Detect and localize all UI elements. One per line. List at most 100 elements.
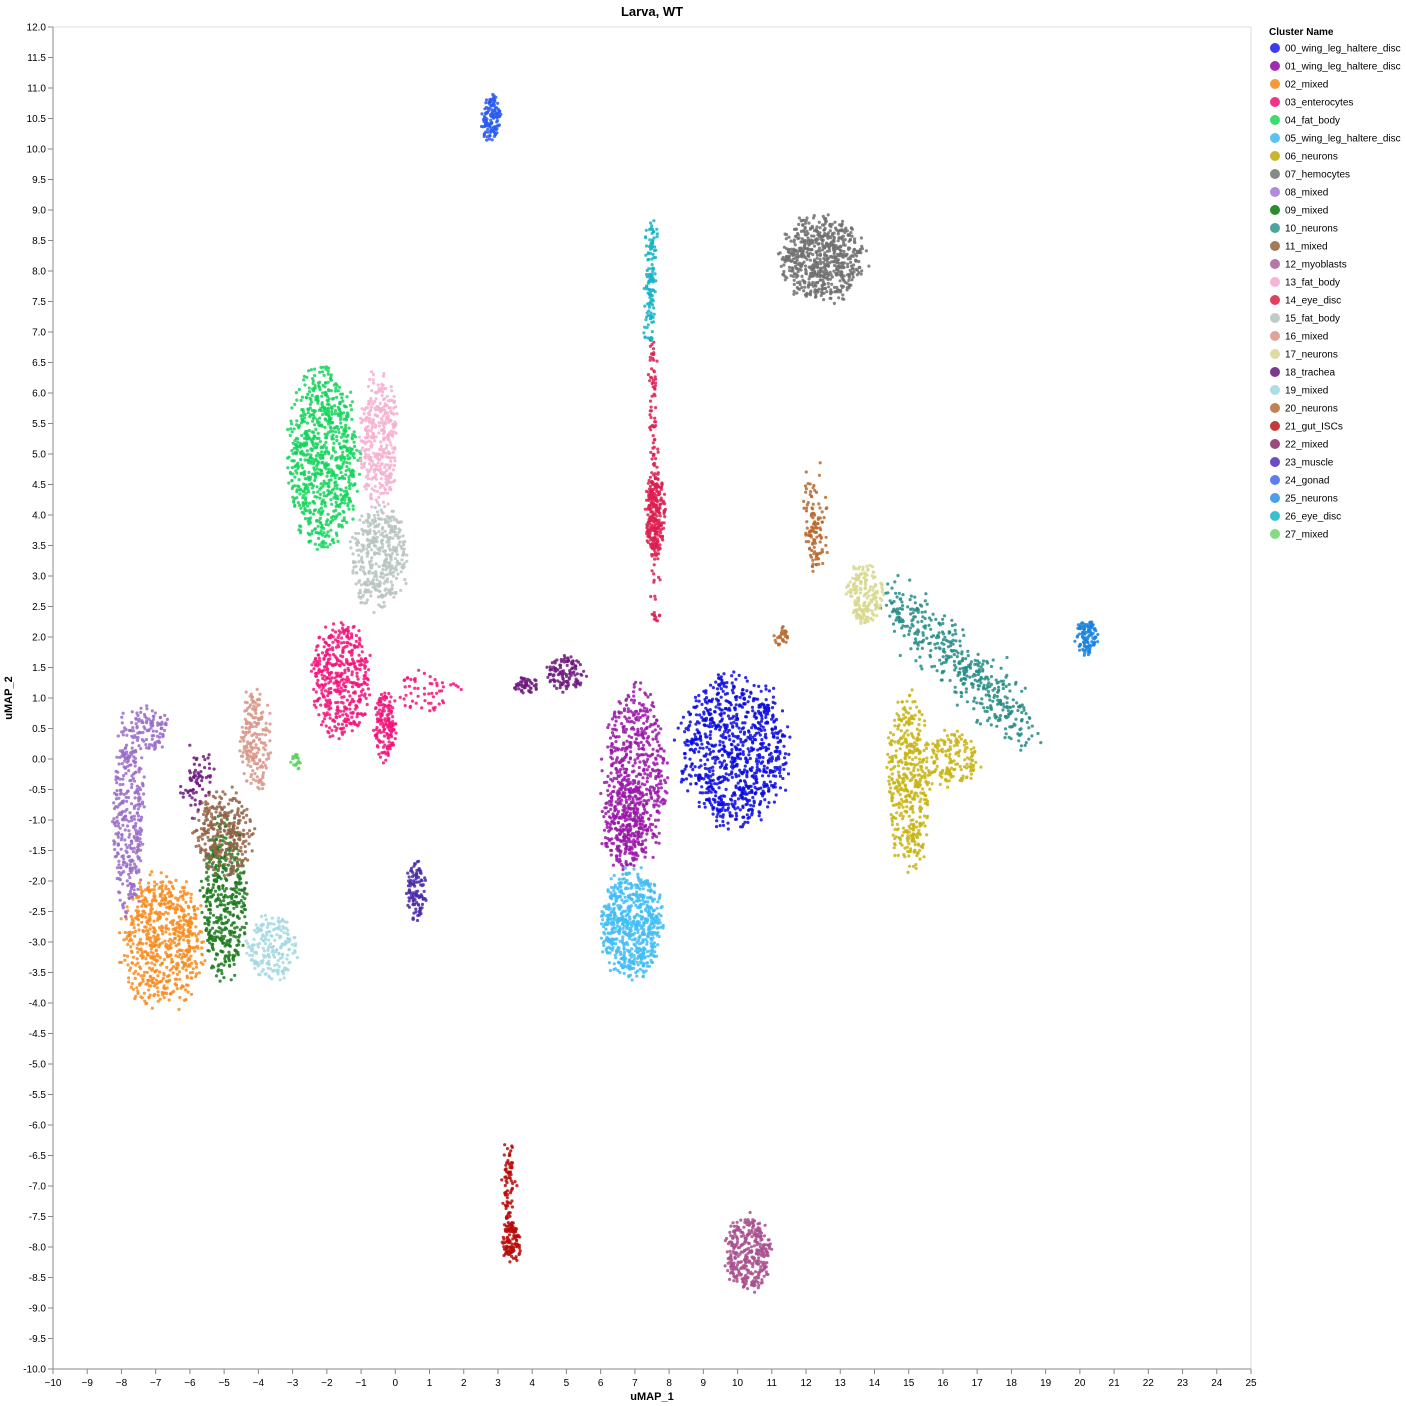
data-point — [190, 933, 194, 937]
data-point — [608, 968, 613, 973]
data-point — [763, 728, 767, 732]
data-point — [347, 668, 351, 673]
data-point — [691, 741, 696, 745]
data-point — [892, 816, 896, 820]
data-point — [924, 780, 928, 784]
data-point — [904, 710, 909, 714]
data-point — [628, 953, 632, 957]
data-point — [324, 365, 328, 369]
data-point — [314, 530, 318, 535]
data-point — [302, 420, 306, 424]
data-point — [313, 384, 317, 388]
data-point — [351, 507, 355, 511]
data-point — [391, 715, 395, 719]
data-point — [692, 750, 697, 755]
data-point — [653, 799, 657, 803]
data-point — [606, 889, 610, 894]
data-point — [388, 700, 392, 704]
data-point — [969, 776, 973, 781]
data-point — [649, 822, 653, 827]
data-point — [312, 699, 317, 703]
data-point — [315, 485, 319, 489]
data-point — [778, 774, 783, 778]
data-point — [309, 461, 313, 465]
cluster-03_enterocytes-points — [383, 668, 463, 713]
data-point — [747, 815, 752, 820]
data-point — [422, 692, 427, 696]
data-point — [626, 943, 630, 947]
data-point — [625, 739, 629, 743]
data-point — [324, 641, 329, 646]
data-point — [328, 716, 332, 720]
data-point — [614, 956, 618, 960]
data-point — [737, 726, 741, 730]
data-point — [295, 398, 299, 402]
data-point — [642, 706, 646, 710]
data-point — [720, 753, 725, 757]
data-point — [310, 393, 314, 398]
data-point — [719, 797, 724, 801]
data-point — [190, 961, 194, 966]
data-point — [770, 727, 774, 731]
data-point — [633, 804, 637, 808]
data-point — [341, 683, 345, 687]
data-point — [753, 724, 757, 728]
data-point — [355, 715, 359, 719]
data-point — [324, 625, 328, 629]
data-point — [639, 796, 643, 800]
data-point — [127, 976, 131, 980]
data-point — [737, 673, 741, 678]
data-point — [375, 713, 379, 717]
data-point — [348, 701, 352, 706]
data-point — [182, 915, 186, 919]
data-point — [609, 777, 613, 781]
data-point — [738, 704, 742, 708]
data-point — [175, 950, 180, 954]
data-point — [314, 427, 318, 431]
data-point — [652, 786, 657, 791]
data-point — [659, 755, 663, 759]
data-point — [626, 787, 630, 792]
data-point — [409, 691, 413, 695]
data-point — [599, 791, 603, 796]
data-point — [326, 471, 330, 475]
data-point — [715, 692, 719, 697]
data-point — [688, 720, 692, 724]
data-point — [357, 641, 361, 645]
data-point — [304, 483, 308, 487]
data-point — [335, 438, 339, 443]
data-point — [195, 972, 199, 976]
data-point — [655, 718, 659, 722]
data-point — [194, 925, 198, 929]
data-point — [746, 820, 750, 825]
data-point — [614, 826, 618, 831]
data-point — [175, 907, 180, 911]
data-point — [327, 643, 331, 648]
data-point — [717, 683, 721, 687]
data-point — [648, 708, 653, 712]
data-point — [658, 921, 662, 925]
data-point — [656, 943, 660, 947]
data-point — [130, 921, 134, 925]
data-point — [353, 691, 357, 695]
data-point — [912, 832, 916, 837]
data-point — [334, 500, 338, 504]
data-point — [326, 523, 331, 527]
data-point — [179, 908, 183, 912]
data-point — [728, 717, 732, 721]
data-point — [342, 510, 346, 514]
data-point — [632, 962, 636, 966]
data-point — [647, 884, 651, 888]
data-point — [157, 916, 161, 921]
data-point — [740, 691, 744, 696]
data-point — [757, 756, 762, 760]
data-point — [607, 784, 611, 788]
data-point — [897, 714, 901, 718]
data-point — [295, 490, 299, 494]
data-point — [317, 531, 321, 535]
data-point — [383, 691, 387, 695]
data-point — [629, 790, 633, 794]
data-point — [410, 699, 415, 703]
data-point — [890, 772, 894, 776]
data-point — [428, 681, 432, 686]
